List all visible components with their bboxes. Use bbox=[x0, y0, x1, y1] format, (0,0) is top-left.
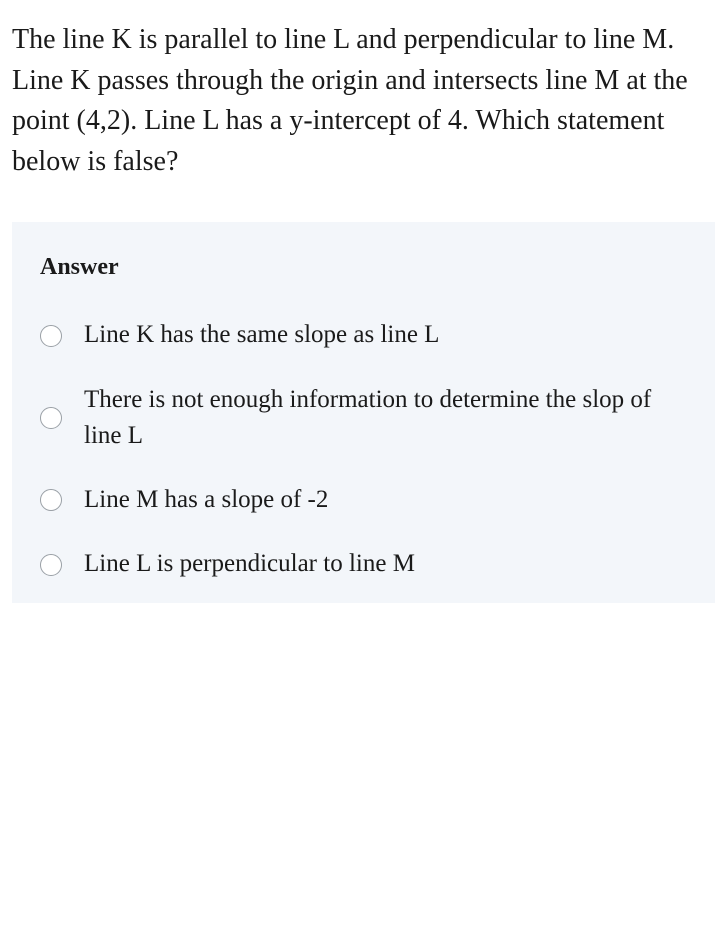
radio-icon[interactable] bbox=[40, 325, 62, 347]
option-1[interactable]: There is not enough information to deter… bbox=[40, 382, 687, 455]
radio-icon[interactable] bbox=[40, 489, 62, 511]
radio-icon[interactable] bbox=[40, 554, 62, 576]
question-text: The line K is parallel to line L and per… bbox=[12, 20, 715, 182]
answer-block: Answer Line K has the same slope as line… bbox=[12, 222, 715, 602]
option-label: Line M has a slope of -2 bbox=[84, 482, 328, 518]
answer-heading: Answer bbox=[40, 254, 687, 281]
option-2[interactable]: Line M has a slope of -2 bbox=[40, 482, 687, 518]
option-0[interactable]: Line K has the same slope as line L bbox=[40, 317, 687, 353]
option-label: Line L is perpendicular to line M bbox=[84, 546, 415, 582]
radio-icon[interactable] bbox=[40, 407, 62, 429]
option-label: There is not enough information to deter… bbox=[84, 382, 687, 455]
option-3[interactable]: Line L is perpendicular to line M bbox=[40, 546, 687, 582]
option-label: Line K has the same slope as line L bbox=[84, 317, 439, 353]
